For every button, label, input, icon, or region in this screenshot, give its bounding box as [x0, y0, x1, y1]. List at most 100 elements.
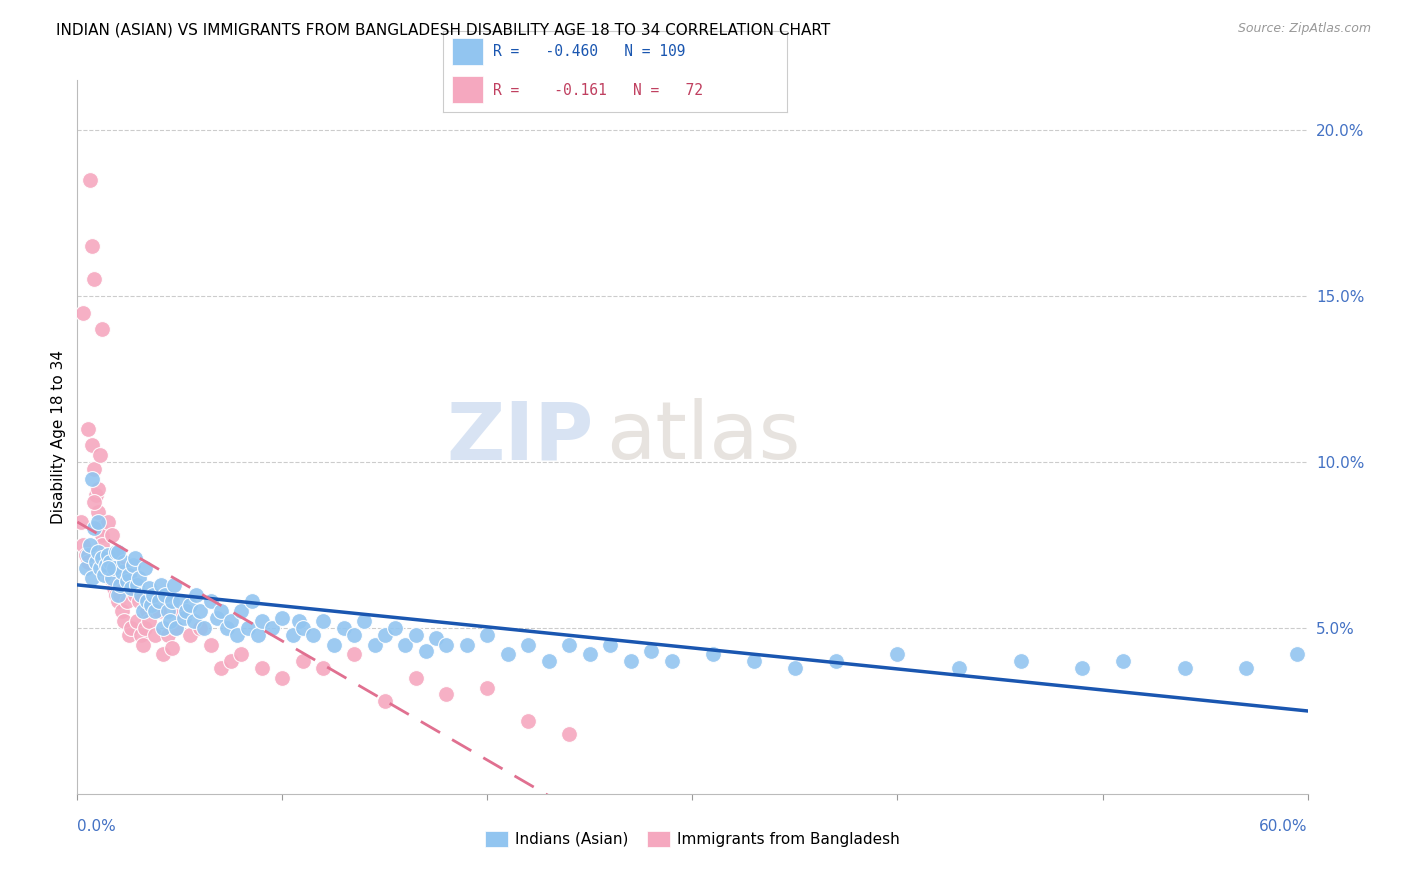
Point [87, 515, 110, 529]
Point [558, 727, 581, 741]
Point [599, 638, 621, 652]
Point [97, 515, 120, 529]
Point [103, 561, 125, 575]
Point [110, 588, 132, 602]
Point [291, 654, 314, 668]
Y-axis label: Disability Age 18 to 34: Disability Age 18 to 34 [51, 350, 66, 524]
Point [98, 555, 121, 569]
Point [281, 627, 304, 641]
Point [200, 638, 222, 652]
Text: 60.0%: 60.0% [1260, 819, 1308, 834]
Text: atlas: atlas [606, 398, 800, 476]
Point [75, 561, 97, 575]
Point [132, 638, 155, 652]
Point [405, 671, 427, 685]
Point [302, 627, 325, 641]
Point [152, 621, 174, 635]
Point [70, 515, 93, 529]
Text: 0.0%: 0.0% [77, 819, 117, 834]
Point [169, 594, 191, 608]
Point [155, 588, 177, 602]
Point [121, 581, 143, 595]
Point [136, 594, 159, 608]
Point [1071, 661, 1094, 675]
Point [193, 621, 215, 635]
Point [98, 571, 121, 585]
Point [75, 548, 97, 562]
Point [517, 638, 540, 652]
Point [477, 627, 499, 641]
Point [124, 588, 146, 602]
Point [425, 631, 447, 645]
Point [101, 528, 124, 542]
Point [415, 644, 437, 658]
Point [374, 694, 396, 708]
Point [117, 627, 139, 641]
Point [250, 661, 273, 675]
Point [124, 551, 146, 566]
Point [661, 654, 683, 668]
Point [240, 594, 263, 608]
Point [169, 604, 191, 618]
Point [90, 551, 114, 566]
Point [288, 615, 311, 629]
Point [343, 627, 366, 641]
Point [179, 598, 201, 612]
Point [188, 604, 212, 618]
Point [579, 648, 602, 662]
Point [1174, 661, 1197, 675]
Point [79, 173, 101, 187]
Point [134, 561, 156, 575]
Point [250, 615, 273, 629]
Point [148, 604, 170, 618]
Point [87, 544, 110, 558]
Point [72, 305, 94, 319]
Point [83, 461, 105, 475]
Point [121, 558, 143, 572]
Bar [451, 76, 482, 103]
Point [93, 548, 115, 562]
Legend: Indians (Asian), Immigrants from Bangladesh: Indians (Asian), Immigrants from Banglad… [485, 831, 900, 847]
Point [125, 578, 148, 592]
Point [159, 615, 181, 629]
Point [160, 594, 183, 608]
Point [79, 538, 101, 552]
Point [231, 648, 253, 662]
Point [105, 544, 128, 558]
Text: ZIP: ZIP [447, 398, 595, 476]
Point [948, 661, 970, 675]
Point [374, 627, 396, 641]
Point [384, 621, 406, 635]
Point [886, 648, 908, 662]
Point [120, 621, 142, 635]
Point [89, 561, 111, 575]
Point [174, 604, 197, 618]
Point [226, 627, 249, 641]
Point [110, 578, 132, 592]
Point [165, 621, 187, 635]
Point [205, 611, 228, 625]
Point [97, 561, 120, 575]
Point [436, 687, 458, 701]
Point [152, 648, 174, 662]
Point [72, 538, 94, 552]
Point [101, 571, 124, 585]
Point [333, 621, 356, 635]
Point [271, 671, 294, 685]
Point [138, 581, 160, 595]
Point [150, 578, 173, 592]
Point [143, 627, 166, 641]
Point [456, 638, 478, 652]
Point [141, 598, 163, 612]
Point [517, 714, 540, 728]
Point [89, 521, 111, 535]
Point [97, 548, 120, 562]
Point [742, 654, 765, 668]
Point [80, 438, 103, 452]
Point [209, 604, 232, 618]
Point [558, 638, 581, 652]
Point [94, 555, 117, 569]
Point [138, 615, 160, 629]
Point [93, 567, 115, 582]
Point [343, 648, 366, 662]
